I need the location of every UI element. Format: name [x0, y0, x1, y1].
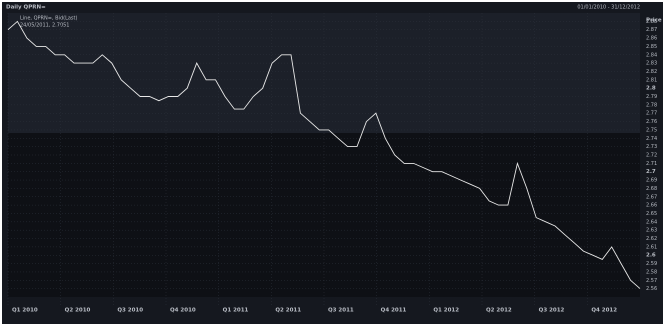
y-tick-label: 2.76: [646, 119, 657, 125]
y-tick-label: 2.86: [646, 36, 657, 42]
y-tick-label: 2.62: [646, 236, 657, 242]
y-tick-label: 2.74: [646, 136, 657, 142]
y-tick-label: 2.8: [646, 86, 656, 92]
y-tick-label: 2.72: [646, 153, 657, 159]
x-tick-label: Q3 2010: [117, 308, 143, 314]
y-tick-label: 2.64: [646, 219, 657, 225]
y-tick-label: 2.79: [646, 94, 657, 100]
y-tick-label: 2.88: [646, 19, 657, 25]
y-tick-label: 2.84: [646, 52, 657, 58]
x-tick-label: Q2 2010: [65, 308, 91, 314]
y-tick-label: 2.58: [646, 269, 657, 275]
x-tick-label: Q1 2010: [12, 308, 38, 314]
y-tick-label: 2.59: [646, 261, 657, 267]
y-tick-label: 2.81: [646, 77, 657, 83]
y-tick-label: 2.85: [646, 44, 657, 50]
y-tick-label: 2.77: [646, 111, 657, 117]
y-tick-label: 2.66: [646, 203, 657, 209]
y-tick-label: 2.87: [646, 27, 657, 33]
y-tick-label: 2.82: [646, 69, 657, 75]
y-tick-label: 2.61: [646, 244, 657, 250]
y-tick-label: 2.56: [646, 286, 657, 292]
x-tick-label: Q4 2011: [381, 308, 407, 314]
y-tick-label: 2.67: [646, 194, 657, 200]
legend-line: Line, QPRN=, Bid(Last): [20, 16, 77, 22]
y-tick-label: 2.68: [646, 186, 657, 192]
y-tick-label: 2.65: [646, 211, 657, 217]
y-tick-label: 2.6: [646, 253, 656, 259]
y-tick-label: 2.63: [646, 228, 657, 234]
y-tick-label: 2.75: [646, 127, 657, 133]
y-tick-label: 2.7: [646, 169, 656, 175]
x-tick-label: Q1 2011: [223, 308, 249, 314]
x-tick-label: Q2 2012: [486, 308, 512, 314]
price-line: [7, 20, 641, 289]
x-tick-label: Q4 2010: [170, 308, 196, 314]
x-tick-label: Q3 2011: [328, 308, 354, 314]
y-tick-label: 2.57: [646, 278, 657, 284]
chart-title: Daily QPRN=: [6, 5, 46, 11]
x-tick-label: Q2 2011: [275, 308, 301, 314]
x-tick-label: Q4 2012: [591, 308, 617, 314]
y-tick-label: 2.69: [646, 178, 657, 184]
date-range: 01/01/2010 - 31/12/2012: [577, 5, 640, 11]
y-axis-title: Price: [646, 18, 662, 24]
x-tick-label: Q1 2012: [433, 308, 459, 314]
y-tick-label: 2.71: [646, 161, 657, 167]
legend-detail: 24/05/2011, 2.7051: [20, 23, 70, 29]
y-tick-label: 2.78: [646, 102, 657, 108]
y-tick-label: 2.83: [646, 61, 657, 67]
y-tick-label: 2.73: [646, 144, 657, 150]
x-tick-label: Q3 2012: [539, 308, 565, 314]
